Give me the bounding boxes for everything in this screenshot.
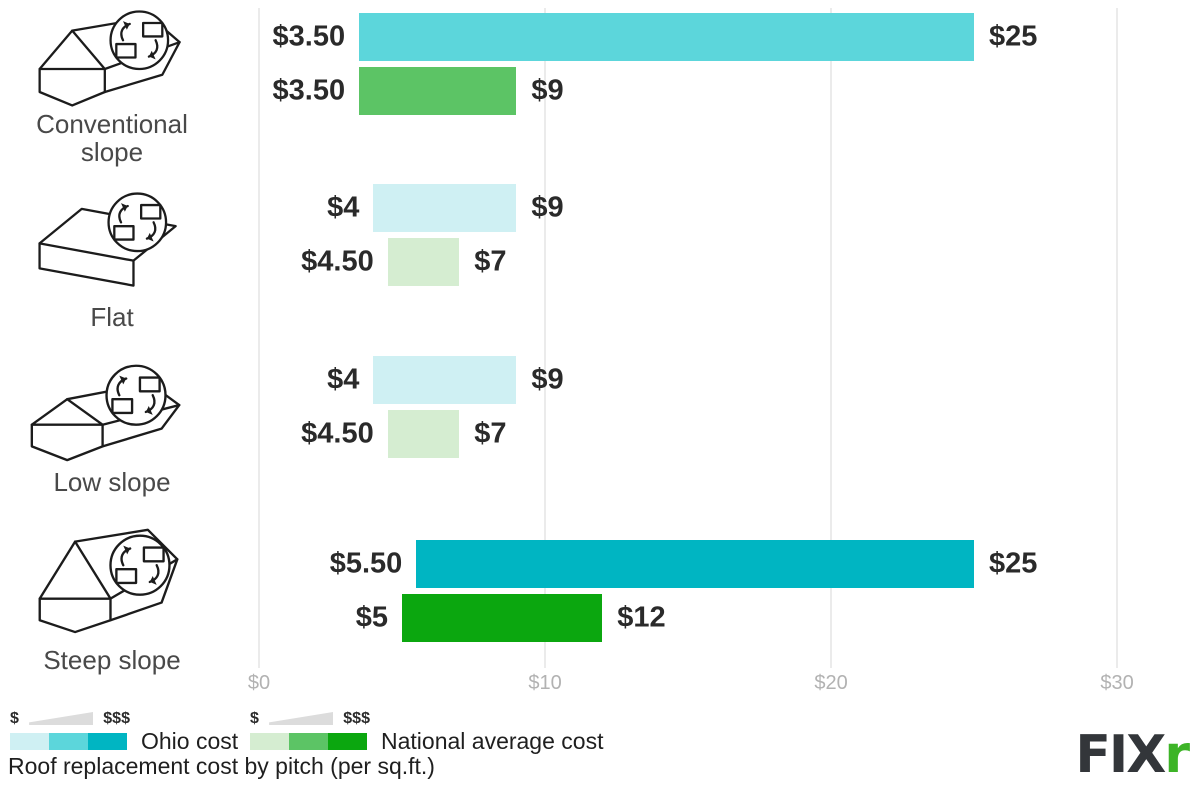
high-cost-symbol: $$$ — [103, 710, 130, 727]
x-axis-tick-label: $20 — [814, 672, 848, 694]
bar-max-label: $7 — [474, 245, 507, 278]
category-label-conventional-slope: Conventional slope — [36, 109, 188, 167]
bar-min-label: $3.50 — [272, 74, 346, 107]
category-label-steep-slope: Steep slope — [43, 645, 181, 675]
steep-slope-roof-icon — [24, 518, 196, 643]
ohio-bar — [373, 356, 517, 404]
cost-gradient-wedge-icon — [269, 712, 334, 725]
legend-ohio: $ $$$ Ohio cost — [10, 709, 238, 753]
bar-min-label: $3.50 — [272, 20, 346, 53]
ohio-swatches — [10, 733, 127, 750]
bar-min-label: $5.50 — [329, 547, 403, 580]
ohio-bar — [373, 184, 517, 232]
bar-max-label: $9 — [531, 74, 564, 107]
legend-national: $ $$$ National average cost — [250, 709, 603, 753]
bar-max-label: $9 — [531, 363, 564, 396]
national-swatch-mid — [289, 733, 328, 750]
ohio-bar — [416, 540, 975, 588]
bar-min-label: $4 — [327, 363, 360, 396]
bar-max-label: $12 — [617, 601, 666, 634]
national-swatch-low — [250, 733, 289, 750]
ohio-swatch-high — [88, 733, 127, 750]
low-cost-symbol: $ — [10, 710, 19, 727]
national-bar — [402, 594, 603, 642]
category-label-low-slope: Low slope — [53, 467, 171, 497]
ohio-bar — [359, 13, 975, 61]
bar-max-label: $9 — [531, 191, 564, 224]
bar-max-label: $25 — [989, 20, 1038, 53]
flat-roof-icon — [26, 184, 194, 304]
national-swatches — [250, 733, 367, 750]
high-cost-symbol: $$$ — [343, 710, 370, 727]
chart-caption: Roof replacement cost by pitch (per sq.f… — [8, 753, 435, 779]
national-bar — [387, 238, 460, 286]
national-legend-label: National average cost — [381, 728, 604, 754]
gridline — [1116, 8, 1119, 668]
x-axis-tick-label: $10 — [528, 672, 562, 694]
cost-gradient-wedge-icon — [29, 712, 94, 725]
gridline — [258, 8, 260, 668]
ohio-legend-label: Ohio cost — [141, 728, 239, 754]
bar-min-label: $5 — [355, 601, 388, 634]
plot-area: $0 $10 $20 $30 $3.50 $25 $3.50 $9 $4 $9 $4.50 $7 $4 $… — [248, 0, 1200, 700]
bar-max-label: $25 — [989, 547, 1038, 580]
ohio-swatch-mid — [49, 733, 88, 750]
bar-max-label: $7 — [474, 417, 507, 450]
national-swatch-high — [328, 733, 367, 750]
low-slope-roof-icon — [22, 350, 194, 473]
fixr-logo: FIXr — [1075, 729, 1190, 781]
national-bar — [359, 67, 517, 115]
category-label-flat: Flat — [90, 302, 134, 332]
bar-min-label: $4 — [327, 191, 360, 224]
gridline — [830, 8, 833, 668]
bar-min-label: $4.50 — [301, 245, 374, 278]
x-axis-tick-label: $0 — [247, 672, 271, 694]
gridline — [544, 8, 547, 668]
ohio-swatch-low — [10, 733, 49, 750]
national-bar — [387, 410, 460, 458]
fixr-logo-text-dark: FIX — [1075, 725, 1166, 785]
low-cost-symbol: $ — [250, 710, 259, 727]
x-axis-tick-label: $30 — [1100, 672, 1134, 694]
bar-min-label: $4.50 — [301, 417, 374, 450]
fixr-logo-text-green: r — [1164, 725, 1190, 785]
conventional-slope-roof-icon — [28, 0, 196, 120]
